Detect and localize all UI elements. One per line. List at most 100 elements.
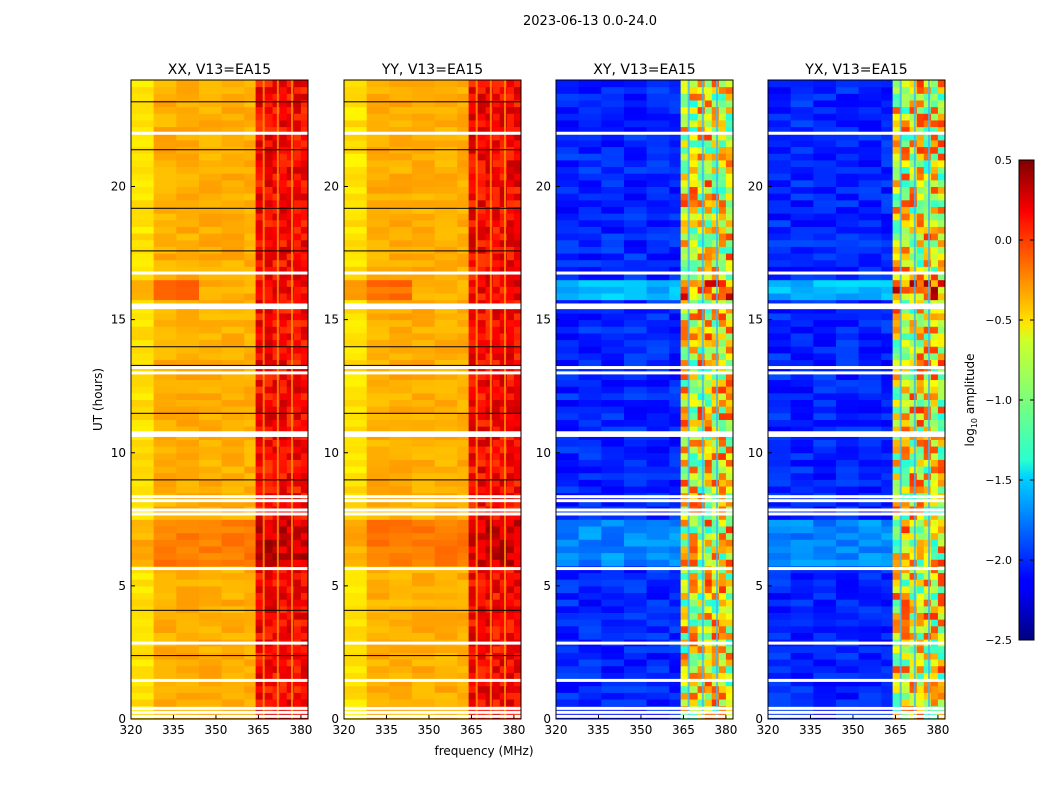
heatmap-cell xyxy=(698,393,706,400)
heatmap-cell xyxy=(859,599,882,606)
heatmap-cell xyxy=(917,672,925,679)
heatmap-cell xyxy=(244,213,256,220)
heatmap-cell xyxy=(601,599,624,606)
heatmap-cell xyxy=(199,686,222,693)
heatmap-cell xyxy=(412,539,435,546)
heatmap-cell xyxy=(791,533,814,540)
heatmap-cell xyxy=(507,386,515,393)
heatmap-cell xyxy=(131,553,154,560)
heatmap-cell xyxy=(768,160,791,167)
heatmap-cell xyxy=(813,406,836,413)
heatmap-cell xyxy=(457,626,469,633)
heatmap-cell xyxy=(280,606,288,613)
heatmap-cell xyxy=(901,340,910,347)
heatmap-cell xyxy=(647,692,670,699)
heatmap-cell xyxy=(280,233,288,240)
heatmap-cell xyxy=(367,692,390,699)
heatmap-cell xyxy=(938,400,946,407)
heatmap-cell xyxy=(154,419,177,426)
heatmap-cell xyxy=(500,686,508,693)
heatmap-cell xyxy=(244,559,256,566)
heatmap-cell xyxy=(493,226,501,233)
heatmap-cell xyxy=(412,419,435,426)
heatmap-cell xyxy=(859,260,882,267)
heatmap-cell xyxy=(435,346,458,353)
heatmap-cell xyxy=(507,286,515,293)
heatmap-cell xyxy=(500,553,508,560)
heatmap-cell xyxy=(264,539,273,546)
heatmap-cell xyxy=(301,280,309,287)
heatmap-cell xyxy=(131,526,154,533)
heatmap-cell xyxy=(154,260,177,267)
heatmap-cell xyxy=(287,233,295,240)
heatmap-cell xyxy=(412,333,435,340)
heatmap-cell xyxy=(435,526,458,533)
heatmap-cell xyxy=(507,553,515,560)
heatmap-cell xyxy=(507,579,515,586)
heatmap-cell xyxy=(768,173,791,180)
heatmap-cell xyxy=(457,313,469,320)
heatmap-cell xyxy=(917,246,925,253)
flagged-row xyxy=(344,642,521,645)
heatmap-cell xyxy=(280,666,288,673)
heatmap-cell xyxy=(601,479,624,486)
heatmap-cell xyxy=(698,153,706,160)
heatmap-cell xyxy=(901,526,910,533)
heatmap-cell xyxy=(222,559,245,566)
heatmap-cell xyxy=(859,559,882,566)
heatmap-cell xyxy=(435,466,458,473)
heatmap-cell xyxy=(924,699,932,706)
heatmap-cell xyxy=(917,213,925,220)
heatmap-cell xyxy=(389,586,412,593)
heatmap-cell xyxy=(412,280,435,287)
heatmap-cell xyxy=(273,593,281,600)
heatmap-cell xyxy=(698,692,706,699)
heatmap-cell xyxy=(791,599,814,606)
heatmap-cell xyxy=(486,80,494,87)
heatmap-cell xyxy=(344,226,367,233)
heatmap-cell xyxy=(280,206,288,213)
heatmap-cell xyxy=(294,206,302,213)
heatmap-cell xyxy=(514,246,522,253)
heatmap-cell xyxy=(199,559,222,566)
heatmap-cell xyxy=(457,486,469,493)
heatmap-cell xyxy=(514,579,522,586)
heatmap-cell xyxy=(486,286,494,293)
heatmap-cell xyxy=(924,360,932,367)
heatmap-cell xyxy=(507,87,515,94)
heatmap-cell xyxy=(294,213,302,220)
heatmap-cell xyxy=(301,453,309,460)
heatmap-cell xyxy=(222,526,245,533)
heatmap-cell xyxy=(624,226,647,233)
heatmap-cell xyxy=(719,333,727,340)
heatmap-cell xyxy=(705,320,713,327)
heatmap-cell xyxy=(579,626,602,633)
heatmap-cell xyxy=(726,692,734,699)
heatmap-cell xyxy=(705,699,713,706)
heatmap-cell xyxy=(813,220,836,227)
heatmap-cell xyxy=(244,353,256,360)
heatmap-cell xyxy=(486,187,494,194)
heatmap-cell xyxy=(719,180,727,187)
heatmap-cell xyxy=(712,180,720,187)
heatmap-cell xyxy=(601,686,624,693)
heatmap-cell xyxy=(412,632,435,639)
heatmap-cell xyxy=(477,313,486,320)
heatmap-cell xyxy=(579,246,602,253)
heatmap-cell xyxy=(435,226,458,233)
heatmap-cell xyxy=(294,193,302,200)
heatmap-cell xyxy=(273,626,281,633)
heatmap-cell xyxy=(689,606,698,613)
heatmap-cell xyxy=(624,606,647,613)
heatmap-cell xyxy=(367,526,390,533)
heatmap-cell xyxy=(176,386,199,393)
heatmap-cell xyxy=(859,200,882,207)
heatmap-cell xyxy=(294,333,302,340)
heatmap-cell xyxy=(273,286,281,293)
heatmap-cell xyxy=(264,599,273,606)
heatmap-cell xyxy=(556,453,579,460)
heatmap-cell xyxy=(791,546,814,553)
heatmap-cell xyxy=(154,606,177,613)
flagged-line xyxy=(344,101,521,102)
y-tick-label: 15 xyxy=(111,313,126,327)
